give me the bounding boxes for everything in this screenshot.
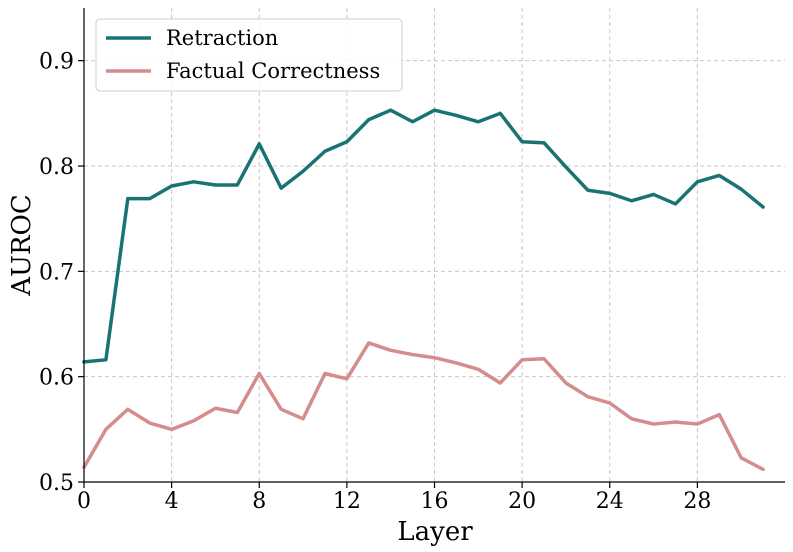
y-tick-label: 0.7 bbox=[39, 260, 74, 285]
tick-labels: 0 4 8 12 16 20 24 28 0.5 0.6 0.7 0.8 0.9 bbox=[39, 50, 711, 514]
axes bbox=[78, 8, 785, 488]
y-tick-label: 0.8 bbox=[39, 155, 74, 180]
y-tick-label: 0.6 bbox=[39, 366, 74, 391]
y-tick-label: 0.9 bbox=[39, 50, 74, 75]
series-line-retraction bbox=[82, 108, 765, 364]
x-tick-label: 24 bbox=[596, 489, 624, 514]
legend-label-retraction: Retraction bbox=[166, 26, 278, 50]
x-tick-label: 28 bbox=[683, 489, 711, 514]
plot-series bbox=[82, 108, 765, 472]
grid-lines bbox=[84, 8, 785, 482]
legend-frame bbox=[95, 18, 403, 92]
x-tick-label: 0 bbox=[77, 489, 91, 514]
x-tick-label: 16 bbox=[421, 489, 449, 514]
x-tick-label: 12 bbox=[333, 489, 361, 514]
x-tick-label: 8 bbox=[252, 489, 266, 514]
legend: Retraction Factual Correctness bbox=[95, 18, 403, 92]
series-line-factual-correctness bbox=[82, 341, 765, 472]
x-axis-label: Layer bbox=[397, 517, 473, 547]
x-tick-label: 4 bbox=[165, 489, 179, 514]
y-axis-label: AUROC bbox=[7, 194, 37, 296]
legend-label-factual-correctness: Factual Correctness bbox=[166, 59, 380, 83]
y-tick-label: 0.5 bbox=[39, 471, 74, 496]
x-tick-label: 20 bbox=[508, 489, 536, 514]
